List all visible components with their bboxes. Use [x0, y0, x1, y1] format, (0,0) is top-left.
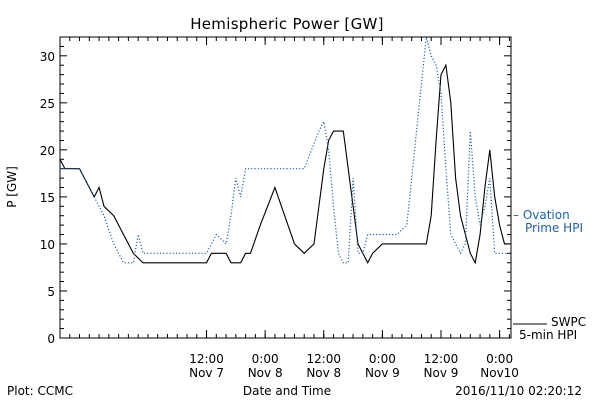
plot-frame: [59, 36, 512, 339]
series-swpc-line: [59, 63, 511, 265]
x-tick-label-time: 0:00: [252, 352, 279, 366]
y-tick-label: 5: [47, 285, 55, 299]
footer-plot-source: Plot: CCMC: [7, 384, 73, 398]
x-tick-label-date: Nov 8: [306, 366, 341, 380]
legend-swpc-line2: 5-min HPI: [519, 328, 577, 342]
y-axis: 0 5 10 15 20 25 30: [40, 45, 511, 346]
x-tick-label-time: 12:00: [306, 352, 341, 366]
x-axis-label: Date and Time: [243, 384, 331, 398]
y-tick-label: 20: [40, 144, 55, 158]
x-tick-label-time: 0:00: [486, 352, 513, 366]
legend-swpc: SWPC 5-min HPI: [513, 315, 586, 342]
x-tick-label-date: Nov 7: [189, 366, 224, 380]
chart-title: Hemispheric Power [GW]: [190, 15, 384, 33]
legend-ovation: – Ovation Prime HPI: [513, 208, 583, 235]
y-tick-label: 0: [47, 332, 55, 346]
x-tick-label-time: 12:00: [189, 352, 224, 366]
y-tick-label: 25: [40, 97, 55, 111]
x-tick-label-date: Nov 9: [424, 366, 459, 380]
series-layer: [59, 36, 511, 265]
legend-swpc-line1: SWPC: [551, 315, 586, 329]
y-tick-label: 30: [40, 50, 55, 64]
y-axis-label: P [GW]: [5, 166, 19, 208]
legend-ovation-line2: Prime HPI: [525, 221, 583, 235]
footer-timestamp: 2016/11/10 02:20:12: [455, 384, 582, 398]
x-tick-label-time: 0:00: [369, 352, 396, 366]
x-tick-label-date: Nov 8: [248, 366, 283, 380]
x-tick-label-date: Nov10: [480, 366, 519, 380]
y-tick-label: 10: [40, 238, 55, 252]
legend-ovation-line1: – Ovation: [513, 208, 570, 222]
series-ovation-line: [60, 36, 511, 264]
x-tick-label-time: 12:00: [424, 352, 459, 366]
x-tick-label-date: Nov 9: [365, 366, 400, 380]
y-tick-label: 15: [40, 191, 55, 205]
